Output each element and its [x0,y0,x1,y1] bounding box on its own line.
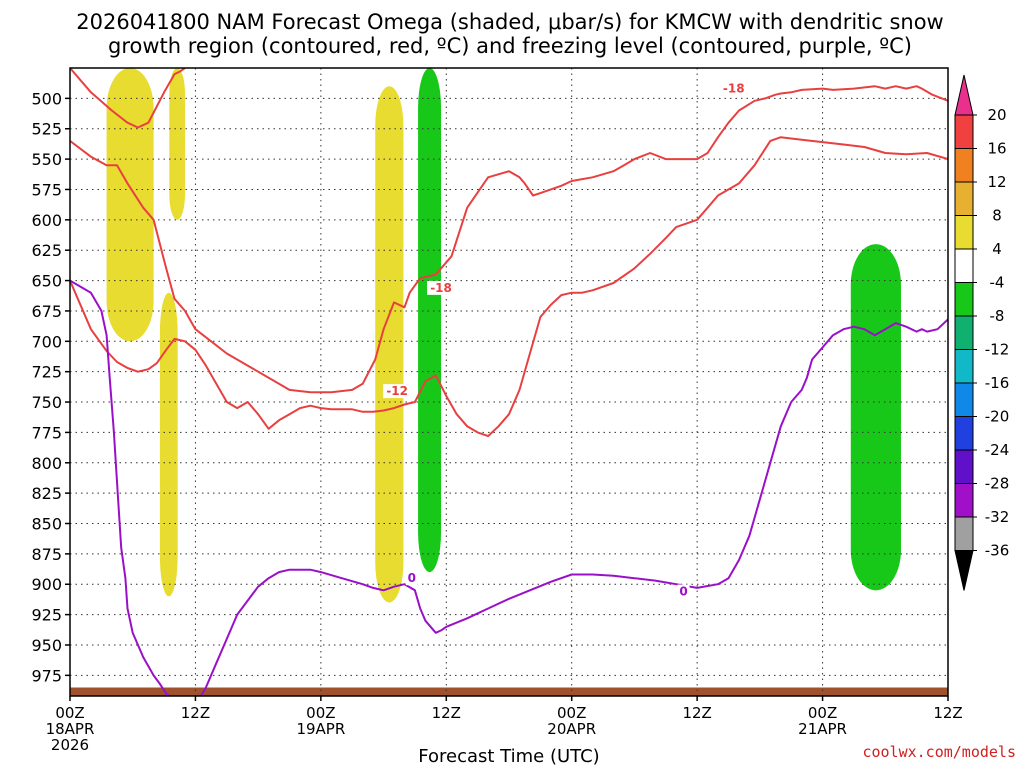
colorbar-bottom-arrow [954,550,974,591]
colorbar-segment [954,483,974,518]
contour-line-0 [70,68,186,129]
colorbar-segment [954,416,974,451]
colorbar-tick-label: -20 [985,408,1010,426]
x-tick-label: 00Z [557,704,586,722]
contour-line-3 [70,279,948,696]
colorbar-segment [954,315,974,350]
y-tick-label: 775 [31,423,62,442]
omega-region-3 [169,68,185,220]
colorbar-tick-label: 12 [987,173,1006,191]
x-tick-label: 19APR [296,720,345,738]
x-axis-label: Forecast Time (UTC) [418,746,599,767]
title-line-1: 2026041800 NAM Forecast Omega (shaded, μ… [76,10,943,34]
colorbar-segment [954,148,974,183]
contour-label-bg [719,81,748,96]
y-tick-label: 750 [31,393,62,412]
contour-label: 0 [679,585,687,599]
y-tick-label: 550 [31,150,62,169]
colorbar-tick-label: -12 [985,341,1010,359]
contours: -18 -18 -12 0 0 [70,68,948,696]
colorbar-tick-label: -28 [985,475,1010,493]
omega-region-4 [159,292,178,597]
colorbar-tick-label: -8 [990,307,1005,325]
colorbar-tick-label: 4 [992,240,1002,258]
y-tick-label: 875 [31,545,62,564]
contour-label: -18 [430,281,452,295]
x-tick-label: 20APR [547,720,596,738]
colorbar-tick-label: -24 [985,441,1010,459]
omega-region-0 [418,68,442,573]
colorbar-segment [954,282,974,317]
omega-region-2 [106,68,154,342]
colorbar-top-arrow [954,74,974,116]
y-tick-label: 975 [31,666,62,685]
y-tick-label: 925 [31,606,62,625]
x-tick-label: 12Z [933,704,962,722]
y-tick-label: 675 [31,302,62,321]
y-tick-label: 500 [31,89,62,108]
y-tick-label: 650 [31,272,62,291]
contour-label-bg [677,584,690,599]
contour-label: -12 [386,384,408,398]
x-tick-label: 12Z [682,704,711,722]
plot-area [70,68,948,696]
y-tick-label: 525 [31,120,62,139]
y-tick-label: 600 [31,211,62,230]
omega-region-1 [850,244,901,591]
plot-frame [69,67,949,697]
contour-label-bg [405,571,418,586]
colorbar-segment [954,382,974,417]
colorbar: 20 16 12 8 4 -4 -8 -12 -16 -20 -24 -28 -32 -36 [954,74,1010,591]
x-tick-label: 12Z [181,704,210,722]
x-tick-label: 00Z [306,704,335,722]
x-tick-label: 00Z [55,704,84,722]
colorbar-tick-label: 16 [987,140,1006,158]
colorbar-segment [954,248,974,283]
grid [70,68,948,696]
colorbar-segment [954,349,974,384]
x-tick-label: 21APR [798,720,847,738]
colorbar-tick-label: -36 [985,542,1010,560]
contour-label: 0 [408,571,416,585]
colorbar-segment [954,449,974,484]
omega-region-5 [375,86,404,603]
contour-label-bg [383,384,412,399]
colorbar-segment [954,215,974,250]
colorbar-tick-label: -4 [990,274,1005,292]
contour-line-2 [70,136,948,438]
colorbar-segment [954,114,974,149]
y-tick-label: 725 [31,363,62,382]
x-tick-label: 12Z [432,704,461,722]
x-tick-label: 18APR [46,720,95,738]
title-line-2: growth region (contoured, red, ºC) and f… [108,34,912,58]
y-tick-label: 625 [31,241,62,260]
y-tick-label: 850 [31,515,62,534]
colorbar-tick-label: 20 [987,106,1006,124]
contour-label: -18 [723,82,745,96]
y-tick-label: 700 [31,332,62,351]
y-axis: 500 525 550 575 600 625 650 675 700 725 750 775 800 8… [31,89,70,685]
colorbar-tick-label: 8 [992,207,1002,225]
credit-text: coolwx.com/models [862,743,1016,761]
terrain-strip [70,687,948,696]
colorbar-tick-label: -16 [985,374,1010,392]
colorbar-tick-label: -32 [985,508,1010,526]
y-tick-label: 900 [31,575,62,594]
y-tick-label: 800 [31,454,62,473]
x-tick-label: 2026 [51,736,89,754]
x-tick-label: 00Z [808,704,837,722]
y-tick-label: 575 [31,180,62,199]
y-tick-label: 950 [31,636,62,655]
colorbar-segment [954,181,974,216]
contour-line-1 [70,85,948,394]
colorbar-segment [954,516,974,551]
y-tick-label: 825 [31,484,62,503]
contour-label-bg [427,280,456,295]
